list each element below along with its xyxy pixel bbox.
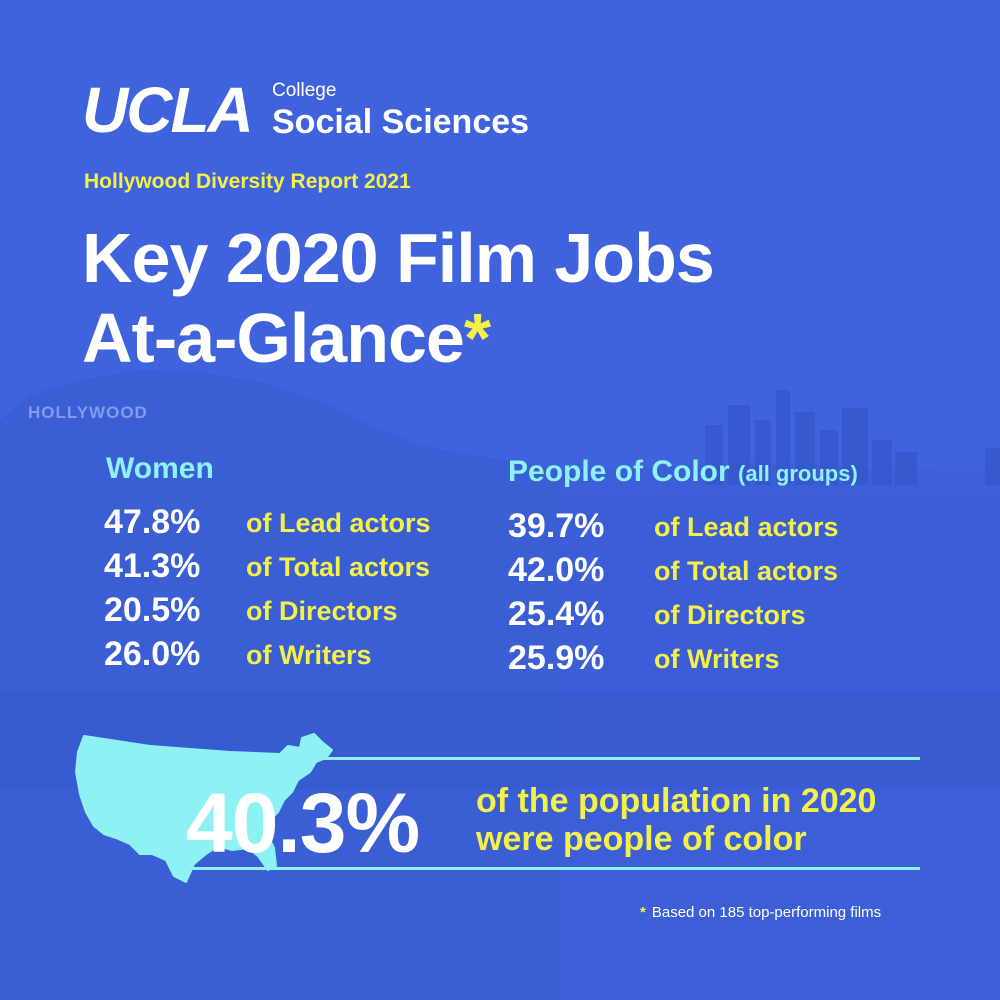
skyline-buildings (705, 390, 1000, 485)
footnote-text: Based on 185 top-performing films (651, 904, 882, 921)
women-writers-value: 26.0% (104, 635, 201, 673)
poc-heading-text: People of Color (508, 455, 730, 488)
footnote: * Based on 185 top-performing films (640, 904, 881, 921)
population-value: 40.3% (186, 776, 420, 870)
women-directors-label: of Directors (246, 596, 398, 626)
poc-lead-label: of Lead actors (654, 512, 839, 542)
title-line-2: At-a-Glance* (82, 298, 962, 378)
hollywood-sign: HOLLYWOOD (28, 403, 148, 422)
page-title: Key 2020 Film Jobs At-a-Glance* (82, 218, 962, 378)
population-text: of the population in 2020 were people of… (476, 782, 926, 858)
poc-directors-value: 25.4% (508, 595, 605, 633)
women-total-value: 41.3% (104, 547, 201, 585)
women-heading: Women (106, 452, 214, 485)
women-total-label: of Total actors (246, 552, 431, 582)
logo-college: College (272, 80, 337, 101)
poc-directors-label: of Directors (654, 600, 806, 630)
footnote-star: * (640, 904, 646, 921)
population-line-top (180, 757, 920, 760)
population-line-bottom (180, 867, 920, 870)
title-line-1: Key 2020 Film Jobs (82, 219, 715, 297)
poc-writers-label: of Writers (654, 644, 780, 674)
women-lead-value: 47.8% (104, 503, 201, 541)
title-line-2-text: At-a-Glance (82, 299, 465, 377)
population-text-line-1: of the population in 2020 (476, 782, 877, 820)
poc-heading: People of Color (all groups) (508, 455, 858, 489)
women-directors-value: 20.5% (104, 591, 201, 629)
poc-total-value: 42.0% (508, 551, 605, 589)
logo-social-sciences: Social Sciences (272, 103, 530, 141)
city-band (0, 500, 1000, 760)
poc-total-label: of Total actors (654, 556, 839, 586)
poc-lead-value: 39.7% (508, 507, 605, 545)
title-asterisk: * (463, 299, 491, 377)
poc-writers-value: 25.9% (508, 639, 605, 677)
poc-heading-note: (all groups) (738, 461, 858, 486)
logo-ucla: UCLA (82, 74, 254, 146)
population-text-line-2: were people of color (476, 820, 807, 858)
women-lead-label: of Lead actors (246, 508, 431, 538)
report-subtitle: Hollywood Diversity Report 2021 (84, 170, 411, 193)
women-writers-label: of Writers (246, 640, 372, 670)
